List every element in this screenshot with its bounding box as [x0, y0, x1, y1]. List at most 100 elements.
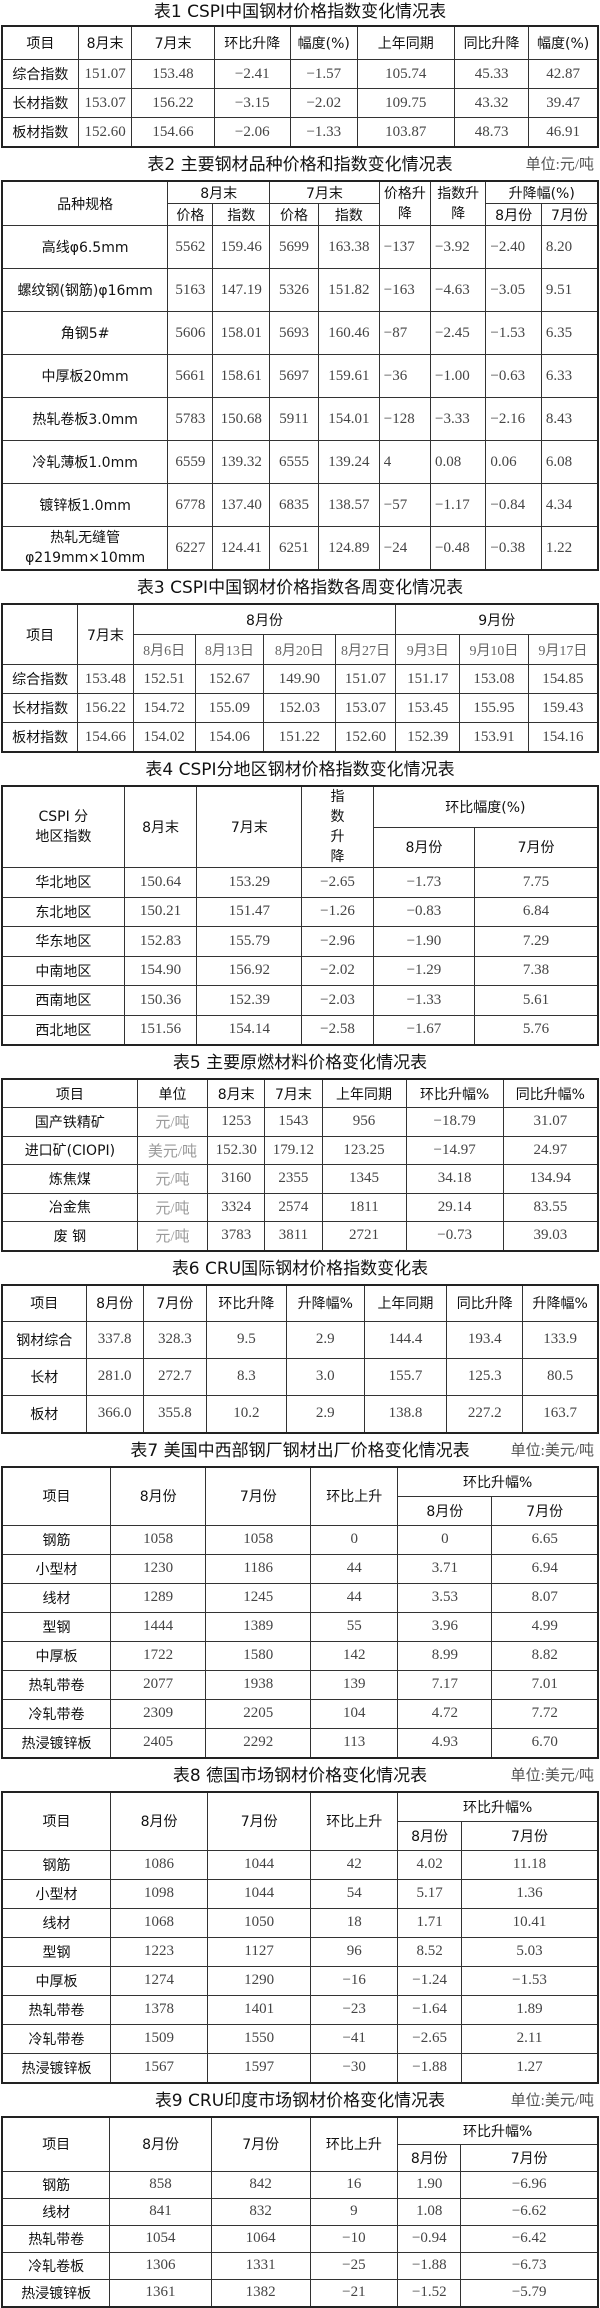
table-cell: 841 — [109, 2197, 212, 2226]
table-cell: 1289 — [109, 1582, 207, 1613]
col-header: 指数 — [317, 203, 380, 226]
table-cell: 80.5 — [522, 1357, 599, 1396]
table6: 项目 8月份 7月份 环比升降 升降幅% 上年同期 同比升降 升降幅% 钢材综合… — [1, 1283, 599, 1434]
table4-section: 表4 CSPI分地区钢材价格指数变化情况表 CSPI 分地区指数 8月末 7月末… — [0, 753, 600, 1046]
col-header: 价格 — [167, 203, 214, 226]
table-cell: −0.94 — [397, 2224, 462, 2253]
table8: 项目 8月份 7月份 环比上升 环比升幅% 8月份 7月份 钢筋 1086 1044 42 4.02 1… — [1, 1790, 599, 2084]
table-cell: 54 — [310, 1878, 399, 1909]
row-label: 长材指数 — [1, 88, 79, 118]
table-row: 热轧卷板3.0mm 5783 150.68 5911 154.01 −128 −3.33 −2… — [1, 397, 599, 441]
table6-title: 表6 CRU国际钢材价格指数变化表 — [171, 1258, 429, 1279]
table-row: 镀锌板1.0mm 6778 137.40 6835 138.57 −57 −1.17 −0.8… — [1, 483, 599, 527]
table-row: 钢筋 858 842 16 1.90 −6.96 — [1, 2170, 599, 2199]
row-label: 进口矿(CIOPI) — [1, 1135, 138, 1165]
table6-section: 表6 CRU国际钢材价格指数变化表 项目 8月份 7月份 环比升降 升降幅% 上… — [0, 1252, 600, 1434]
table-cell: 3.0 — [285, 1357, 365, 1396]
col-header: 环比升幅% — [405, 1078, 504, 1108]
table-cell: −25 — [309, 2251, 399, 2280]
table-cell: 2205 — [205, 1698, 312, 1729]
table-cell: 1306 — [109, 2251, 212, 2280]
table-cell: 1230 — [109, 1553, 207, 1584]
table-cell: 1223 — [109, 1936, 209, 1967]
table-cell: 6251 — [269, 526, 319, 571]
col-header: 8月份 — [109, 1466, 207, 1526]
table-row: 高线φ6.5mm 5562 159.46 5699 163.38 −137 −3.92 −2.… — [1, 225, 599, 269]
table-cell: 124.89 — [317, 526, 380, 571]
table-cell: −3.05 — [485, 268, 542, 312]
col-header: 8月13日 — [194, 634, 265, 665]
table-cell: 1444 — [109, 1611, 207, 1642]
col-header: 幅度(%) — [528, 25, 599, 60]
table-row: 冷轧卷板 1306 1331 −25 −1.88 −6.73 — [1, 2251, 599, 2280]
row-label: 板材指数 — [1, 117, 79, 148]
row-label: 综合指数 — [1, 664, 79, 694]
table-cell: −128 — [378, 397, 431, 441]
table-cell: 8.07 — [491, 1582, 599, 1613]
table-cell: −6.73 — [460, 2251, 599, 2280]
col-header: 项目 — [1, 2116, 111, 2172]
table-row: 华北地区 150.64 153.29 −2.65 −1.73 7.75 — [1, 867, 599, 898]
table-row: 国产铁精矿 元/吨 1253 1543 956 −18.79 31.07 — [1, 1107, 599, 1137]
table-cell: −14.97 — [405, 1135, 504, 1165]
table8-section: 表8 德国市场钢材价格变化情况表 单位:美元/吨 项目 8月份 7月份 环比上升 环比升幅… — [0, 1759, 600, 2084]
col-header: 指数升降 — [429, 180, 487, 226]
table-cell: 1058 — [205, 1524, 312, 1555]
table-cell: −6.62 — [460, 2197, 599, 2226]
row-label: 综合指数 — [1, 59, 79, 89]
table-cell: 153.91 — [459, 722, 529, 753]
col-header: 8月份 — [485, 203, 542, 226]
table-row: 冷轧带卷 2309 2205 104 4.72 7.72 — [1, 1698, 599, 1729]
table-cell: 1086 — [109, 1849, 209, 1880]
table7: 项目 8月份 7月份 环比上升 环比升幅% 8月份 7月份 钢筋 1058 1058 0 0 6.65 小… — [1, 1465, 599, 1759]
col-header: 价格 — [269, 203, 319, 226]
table-cell: 6.33 — [540, 354, 599, 398]
table-row: 西北地区 151.56 154.14 −2.58 −1.67 5.76 — [1, 1014, 599, 1046]
table-cell: 1550 — [207, 2023, 312, 2054]
table-cell: 2.9 — [285, 1394, 365, 1433]
row-label: 板材 — [1, 1394, 87, 1433]
table-cell: 5699 — [269, 225, 319, 269]
table-cell: 0.08 — [429, 440, 487, 484]
table-cell: 159.43 — [527, 693, 599, 723]
col-header: 7月末 — [269, 180, 380, 204]
table-cell: 152.03 — [263, 693, 336, 723]
row-label: 华北地区 — [1, 867, 125, 898]
table-cell: 154.72 — [132, 693, 196, 723]
table-cell: 137.40 — [212, 483, 271, 527]
table-cell: 150.64 — [123, 867, 198, 898]
col-header: 7月末 — [131, 25, 215, 60]
table-cell: 355.8 — [142, 1394, 207, 1433]
table-cell: −3.33 — [429, 397, 487, 441]
table-cell: −36 — [378, 354, 431, 398]
table-cell: 8.52 — [397, 1936, 462, 1967]
table-cell: 1054 — [109, 2224, 212, 2253]
col-header: 环比上升 — [310, 1466, 399, 1526]
table-cell: 163.7 — [522, 1394, 599, 1433]
table-row: 中南地区 154.90 156.92 −2.02 −1.29 7.38 — [1, 955, 599, 986]
table-cell: 4.34 — [540, 483, 599, 527]
table-cell: 155.7 — [363, 1357, 448, 1396]
table-row: 小型材 1098 1044 54 5.17 1.36 — [1, 1878, 599, 1909]
col-header: 8月末 — [207, 1078, 266, 1108]
col-header: 环比上升 — [309, 2116, 399, 2172]
row-label: 钢筋 — [1, 1524, 111, 1555]
table-cell: −1.33 — [372, 985, 476, 1016]
col-header: 项目 — [1, 603, 79, 665]
col-header: 单位 — [136, 1078, 209, 1108]
table-cell: 2077 — [109, 1669, 207, 1700]
table-cell: 29.14 — [405, 1192, 504, 1222]
col-header: 8月份 — [132, 603, 397, 635]
table-cell: 151.17 — [395, 664, 461, 694]
table-cell: 元/吨 — [136, 1192, 209, 1222]
table-cell: 6559 — [167, 440, 214, 484]
table-cell: 46.91 — [528, 117, 599, 148]
col-header: 7月末 — [77, 603, 134, 665]
table-cell: 4.99 — [491, 1611, 599, 1642]
row-label: 中厚板 — [1, 1640, 111, 1671]
table-cell: 154.90 — [123, 955, 198, 986]
table-cell: 4.93 — [397, 1727, 493, 1758]
table-cell: −0.83 — [372, 896, 476, 927]
table-cell: 2292 — [205, 1727, 312, 1758]
table-cell: 104 — [310, 1698, 399, 1729]
